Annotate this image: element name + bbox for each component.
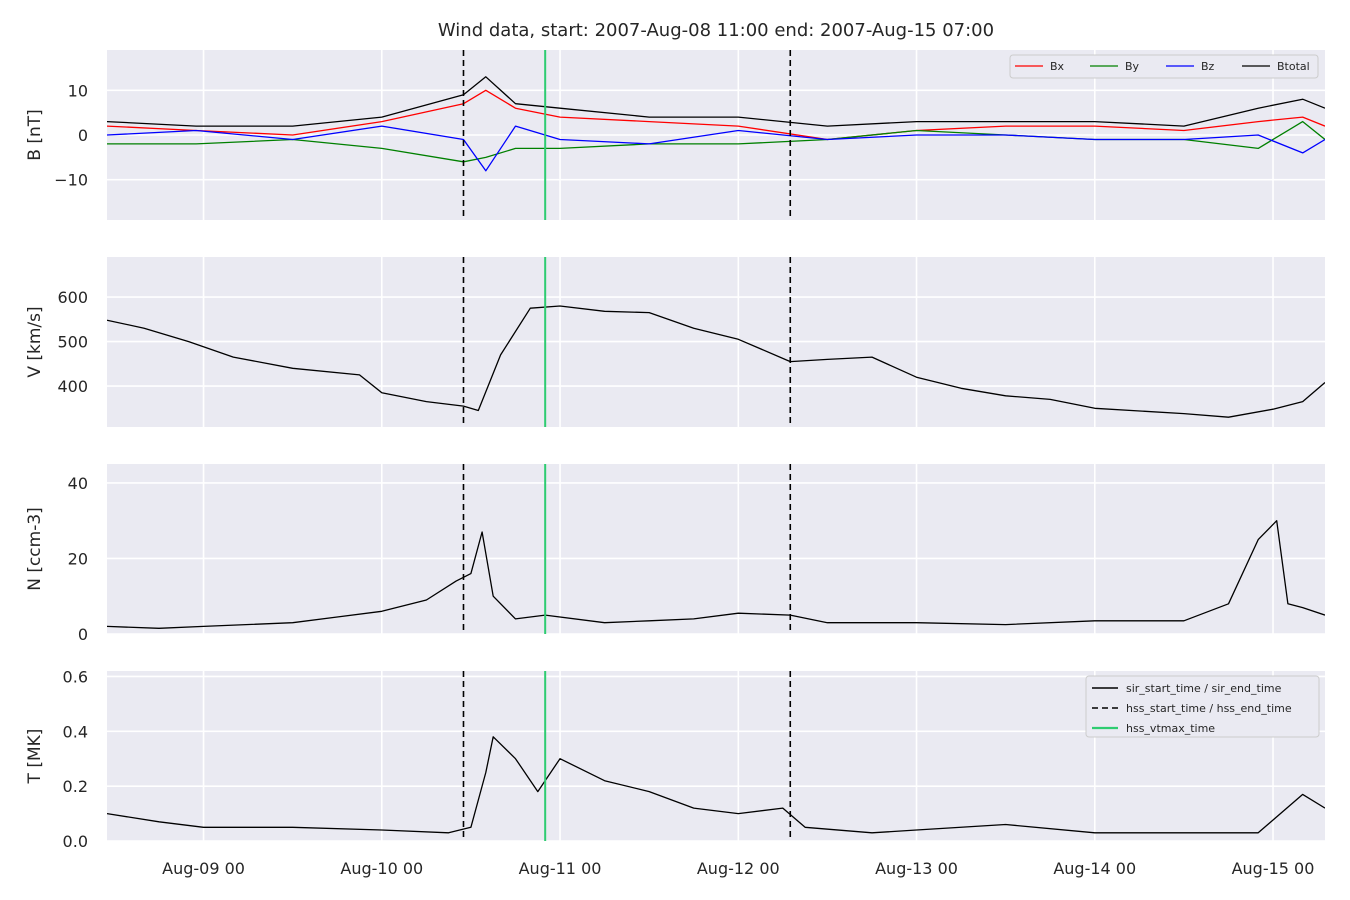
y-tick-label: 0.0	[63, 832, 88, 851]
y-tick-label: 40	[68, 474, 88, 493]
panel-B: 10 0 −10 B [nT] Bx By Bz Btotal	[25, 50, 1325, 220]
legend-label: sir_start_time / sir_end_time	[1126, 682, 1282, 695]
legend-box	[1009, 54, 1319, 79]
series-line-bx	[107, 89, 1325, 141]
legend-label: By	[1125, 60, 1140, 73]
y-tick-label: 20	[68, 549, 88, 568]
legend-b: Bx By Bz Btotal	[1009, 54, 1319, 79]
panel-T: 0.6 0.4 0.2 0.0 T [MK] sir_start_time / sir_e…	[25, 667, 1325, 851]
chart-title: Wind data, start: 2007-Aug-08 11:00 end:…	[438, 20, 994, 41]
series-line-t	[107, 736, 1325, 834]
y-tick-label: 10	[68, 81, 88, 100]
x-tick-label: Aug-14 00	[1053, 859, 1136, 878]
y-axis-label: T [MK]	[25, 729, 45, 785]
y-tick-label: 0.4	[63, 722, 88, 741]
x-tick-label: Aug-13 00	[875, 859, 958, 878]
x-tick-label: Aug-12 00	[697, 859, 780, 878]
y-tick-label: 0.2	[63, 777, 88, 796]
series-line-by	[107, 120, 1325, 163]
x-tick-label: Aug-10 00	[340, 859, 423, 878]
series-line-n	[107, 520, 1325, 629]
y-tick-label: 0.6	[63, 667, 88, 686]
series-group	[107, 736, 1325, 834]
legend-label: hss_vtmax_time	[1126, 722, 1215, 735]
legend-label: hss_start_time / hss_end_time	[1126, 702, 1292, 715]
y-tick-label: 0	[78, 126, 88, 145]
y-tick-label: 600	[57, 288, 88, 307]
series-group	[107, 305, 1325, 418]
series-line-btotal	[107, 76, 1325, 127]
panel-background	[107, 464, 1325, 634]
y-axis-label: B [nT]	[25, 109, 45, 161]
y-tick-label: 0	[78, 625, 88, 644]
legend-label: Btotal	[1277, 60, 1310, 73]
y-tick-label: 500	[57, 333, 88, 352]
legend-label: Bz	[1201, 60, 1215, 73]
legend-box	[1085, 675, 1320, 738]
series-group	[107, 520, 1325, 629]
y-tick-label: −10	[54, 171, 88, 190]
legend-events: sir_start_time / sir_end_time hss_start_t…	[1085, 675, 1320, 738]
panel-V: 600 500 400 V [km/s]	[25, 257, 1325, 427]
y-tick-label: 400	[57, 377, 88, 396]
y-axis-label: V [km/s]	[25, 306, 45, 377]
x-axis-ticks: Aug-09 00 Aug-10 00 Aug-11 00 Aug-12 00 Aug-…	[162, 859, 1314, 878]
y-axis-label: N [ccm-3]	[25, 507, 45, 591]
series-line-v	[107, 305, 1325, 418]
x-tick-label: Aug-11 00	[519, 859, 602, 878]
legend-label: Bx	[1050, 60, 1065, 73]
panel-N: 40 20 0 N [ccm-3]	[25, 464, 1325, 644]
series-line-bz	[107, 125, 1325, 172]
series-group	[107, 76, 1325, 172]
x-tick-label: Aug-15 00	[1232, 859, 1315, 878]
x-tick-label: Aug-09 00	[162, 859, 245, 878]
